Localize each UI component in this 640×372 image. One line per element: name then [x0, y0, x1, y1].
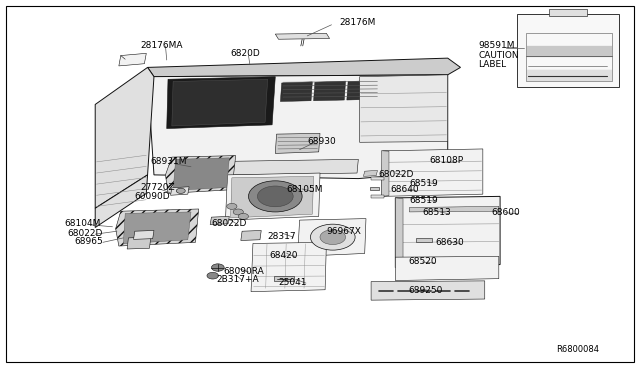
Text: 689250: 689250 — [408, 286, 442, 295]
Text: 68630: 68630 — [435, 238, 464, 247]
Bar — [548, 9, 587, 16]
Bar — [516, 15, 619, 87]
Polygon shape — [396, 256, 499, 280]
Bar — [416, 238, 432, 242]
Bar — [526, 33, 612, 81]
Polygon shape — [148, 58, 461, 77]
Text: 68108P: 68108P — [430, 156, 464, 165]
Circle shape — [310, 224, 355, 250]
Bar — [527, 35, 612, 45]
Polygon shape — [172, 79, 268, 126]
Circle shape — [238, 214, 248, 219]
Circle shape — [248, 181, 302, 212]
Polygon shape — [360, 75, 448, 142]
Text: 68519: 68519 — [410, 179, 438, 187]
Text: 27720Z: 27720Z — [140, 183, 175, 192]
Polygon shape — [95, 175, 148, 228]
Polygon shape — [171, 187, 189, 195]
Polygon shape — [192, 159, 358, 176]
Text: 68519: 68519 — [410, 196, 438, 205]
Polygon shape — [167, 77, 275, 129]
Polygon shape — [210, 217, 229, 225]
Polygon shape — [280, 82, 312, 102]
Circle shape — [176, 188, 185, 193]
Bar — [371, 177, 384, 180]
Circle shape — [257, 186, 293, 207]
Text: 28176M: 28176M — [339, 19, 376, 28]
Polygon shape — [230, 176, 314, 218]
Circle shape — [211, 264, 224, 271]
Polygon shape — [148, 75, 448, 179]
Polygon shape — [166, 155, 236, 193]
Polygon shape — [347, 80, 379, 100]
Text: 6820D: 6820D — [230, 49, 260, 58]
Text: 2B317+A: 2B317+A — [216, 275, 259, 284]
Polygon shape — [124, 212, 191, 244]
Polygon shape — [225, 173, 320, 220]
Text: R6800084: R6800084 — [556, 345, 599, 354]
Circle shape — [233, 209, 243, 215]
Bar — [274, 276, 294, 280]
Text: 68930: 68930 — [307, 137, 336, 146]
Text: 68513: 68513 — [422, 208, 451, 217]
Polygon shape — [298, 219, 366, 256]
Bar — [527, 58, 612, 69]
Polygon shape — [119, 53, 147, 66]
Bar — [527, 70, 612, 81]
Text: 68640: 68640 — [390, 185, 419, 194]
Polygon shape — [371, 281, 484, 300]
Polygon shape — [381, 149, 483, 196]
Text: 68090RA: 68090RA — [223, 267, 264, 276]
Circle shape — [207, 272, 218, 279]
Polygon shape — [251, 242, 326, 292]
Polygon shape — [127, 237, 151, 249]
Circle shape — [320, 230, 346, 244]
Text: 68104M: 68104M — [65, 219, 101, 228]
Text: 68022D: 68022D — [67, 228, 102, 238]
Text: 68022D: 68022D — [379, 170, 414, 179]
Circle shape — [227, 203, 237, 209]
Polygon shape — [275, 134, 320, 153]
Polygon shape — [116, 209, 198, 246]
Text: 60090D: 60090D — [135, 192, 170, 201]
Text: 68420: 68420 — [269, 251, 298, 260]
Polygon shape — [241, 231, 261, 240]
Bar — [527, 46, 612, 57]
Bar — [370, 187, 380, 190]
Polygon shape — [381, 151, 389, 196]
Text: 25041: 25041 — [278, 278, 307, 287]
Text: 68105M: 68105M — [287, 185, 323, 194]
Text: CAUTION: CAUTION — [478, 51, 519, 60]
Text: LABEL: LABEL — [478, 60, 506, 69]
Text: 68022D: 68022D — [211, 219, 247, 228]
Polygon shape — [314, 81, 346, 101]
Polygon shape — [396, 198, 403, 267]
Text: 68931M: 68931M — [151, 157, 188, 166]
Text: 28317: 28317 — [268, 231, 296, 241]
Text: 68600: 68600 — [491, 208, 520, 217]
Polygon shape — [95, 67, 154, 208]
Polygon shape — [364, 170, 378, 176]
Text: 68520: 68520 — [408, 257, 436, 266]
Text: 96967X: 96967X — [326, 227, 361, 236]
Text: 28176MA: 28176MA — [140, 41, 182, 50]
Polygon shape — [134, 231, 154, 239]
Polygon shape — [396, 196, 500, 267]
Polygon shape — [173, 158, 229, 190]
Bar — [371, 195, 384, 198]
Text: 98591M: 98591M — [478, 41, 515, 51]
Polygon shape — [275, 33, 330, 39]
Polygon shape — [410, 206, 499, 212]
Text: 68965: 68965 — [75, 237, 104, 246]
